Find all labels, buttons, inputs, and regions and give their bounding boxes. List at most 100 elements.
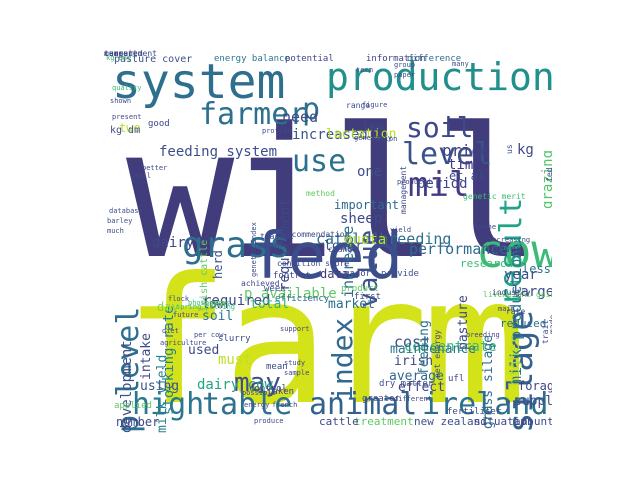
word-important: important [334, 198, 400, 212]
word-spring-calving: spring calving [176, 303, 236, 311]
word-flock: flock [168, 295, 190, 303]
word-herd: herd [211, 250, 225, 279]
word-research: research [460, 257, 513, 270]
word-trait: trait [541, 319, 550, 344]
word-time: time [448, 157, 482, 173]
word-soil: soil [202, 309, 234, 324]
word-quality: quality [112, 84, 142, 92]
word-cattle-breeding: cattle breeding [316, 230, 452, 248]
word-genetic-merit: genetic merit [463, 192, 526, 201]
word-effect: effect [398, 380, 445, 395]
word-potential: potential [285, 54, 334, 64]
word-tonne: tonne [475, 223, 497, 231]
word-agriculture: agriculture [160, 339, 207, 347]
word-industry: industry [492, 288, 531, 297]
word-ufl: ufl [448, 374, 465, 384]
word-market: market [328, 297, 375, 312]
word-animal: animal [309, 387, 418, 422]
word-required: required [203, 293, 271, 309]
word-genetic-index: genetic index [250, 222, 258, 277]
word-index: index [326, 317, 359, 402]
word-number: number [116, 415, 160, 429]
word-method: method [306, 189, 335, 198]
word-farm: farm [124, 241, 527, 433]
word-dairy: dairy [152, 235, 195, 251]
word-energy: energy [244, 401, 270, 409]
word-total: total [250, 297, 290, 312]
word-achieved: achieved [241, 279, 280, 288]
word-irish: irish [394, 354, 434, 369]
word-figure: figure [362, 101, 388, 109]
word-term: term [356, 66, 373, 74]
word-week: week [264, 284, 286, 294]
word-mean: mean [266, 362, 288, 372]
word-two: two [119, 121, 141, 135]
word-ireland: ireland [422, 387, 549, 422]
word-shown: shown [110, 97, 132, 105]
word-efficiency: efficiency [275, 294, 330, 304]
word-support: support [280, 325, 310, 333]
word-slurry: slurry [218, 334, 251, 344]
word-similar: similar [248, 241, 282, 250]
word-kg-dm: kg dm [110, 125, 141, 136]
word-will: will [126, 90, 541, 299]
word-energy-balance: energy balance [214, 54, 290, 64]
word-breeding: breeding [466, 331, 500, 339]
word-protein: protein [262, 127, 292, 135]
word-generally: generally [354, 134, 392, 142]
word-feeding: feeding [417, 320, 432, 375]
word-database: database [109, 207, 143, 215]
word-new-zealand: new zealand [414, 415, 487, 428]
word-net-energy: net energy [433, 329, 442, 378]
word-measurement: measurement [104, 50, 157, 58]
word-greater: greater [362, 394, 400, 404]
word-liveweight-gain: liveweight gain [483, 290, 552, 299]
word-compared: compared [104, 50, 143, 58]
word-one: one [357, 164, 383, 180]
word-present: present [112, 113, 142, 121]
word-using: using [140, 379, 180, 394]
word-pasture-cover: pasture cover [114, 54, 193, 65]
word-management: management [399, 165, 408, 214]
word-better: better [142, 164, 168, 172]
word-price: price [442, 141, 491, 160]
word-forage: forage [518, 379, 552, 393]
word-sheep: sheep [340, 211, 383, 227]
word-possible: possible [242, 389, 276, 397]
word-french: french [272, 401, 298, 409]
word-per-cow: per cow [194, 331, 224, 339]
word-fertiliser: fertiliser [447, 407, 502, 417]
word-change: change [328, 245, 357, 254]
word-grass: grass [182, 225, 291, 266]
word-major: major [344, 269, 372, 279]
word-control: control [249, 384, 287, 394]
word-milk: milk [408, 165, 490, 205]
word-many: many [452, 60, 469, 68]
word-level: level [402, 137, 493, 172]
word-good: good [148, 119, 170, 129]
word-cost: cost [394, 333, 431, 351]
word-diet: diet [162, 327, 179, 335]
word-footrot: footrot [273, 271, 311, 281]
word-study: study [284, 359, 306, 367]
word-current: current [104, 50, 138, 58]
word-data: data [320, 267, 349, 281]
word-much: much [107, 227, 124, 235]
word-year: year [504, 267, 538, 283]
word-main: main [498, 305, 515, 313]
word-cloud: will farm feed system production cow grass milk… [104, 50, 552, 433]
word-dairy-cow: dairy cow [197, 377, 273, 393]
word-first: first [354, 292, 382, 302]
word-p: p [302, 92, 321, 127]
word-target: target [104, 50, 133, 58]
word-feeding-system: feeding system [159, 144, 278, 160]
word-concentrate: concentrate [404, 339, 497, 355]
word-maintenance: maintenance [390, 342, 477, 357]
word-low: low [202, 297, 224, 311]
word-p-available: p available [244, 286, 337, 302]
word-supply: supply [514, 394, 552, 409]
word-may: may [234, 368, 281, 398]
word-sample: sample [284, 369, 310, 377]
word-et-al: et al [449, 169, 486, 183]
word-quota: quota [344, 232, 387, 248]
